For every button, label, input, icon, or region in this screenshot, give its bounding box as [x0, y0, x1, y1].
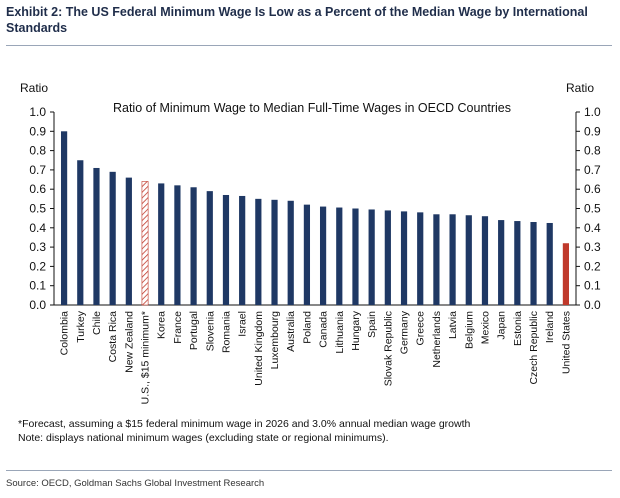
x-tick-label: Canada: [318, 311, 330, 348]
bar-france: [174, 185, 181, 305]
x-tick-label: Costa Rica: [107, 311, 119, 363]
x-tick-label: Belgium: [463, 311, 475, 349]
y-tick-label-right: 0.9: [584, 124, 601, 138]
bar-greece: [417, 212, 424, 305]
bar-latvia: [449, 214, 456, 305]
y-tick-label-left: 0.8: [29, 144, 46, 158]
x-tick-label: Hungary: [350, 310, 362, 350]
x-tick-label: Slovak Republic: [382, 311, 394, 386]
y-tick-label-left: 0.6: [29, 182, 46, 196]
bar-lithuania: [336, 207, 343, 305]
bar-korea: [158, 183, 165, 305]
forecast-note: *Forecast, assuming a $15 federal minimu…: [18, 418, 471, 430]
x-tick-label: United Kingdom: [253, 311, 265, 386]
bar-spain: [368, 209, 375, 305]
x-tick-label: Slovenia: [204, 311, 216, 351]
y-axis-label-left: Ratio: [20, 81, 48, 95]
bar-slovak-republic: [384, 210, 391, 305]
y-tick-label-right: 0.4: [584, 221, 601, 235]
x-tick-label: United States: [560, 311, 572, 374]
x-tick-label: Estonia: [512, 311, 524, 346]
x-tick-label: Korea: [156, 311, 168, 339]
bar-belgium: [465, 215, 472, 305]
y-tick-label-right: 1.0: [584, 105, 601, 119]
x-tick-label: Czech Republic: [528, 311, 540, 385]
bar-canada: [319, 206, 327, 305]
bar-netherlands: [433, 214, 440, 305]
y-tick-label-right: 0.7: [584, 163, 601, 177]
bar-turkey: [77, 160, 84, 305]
x-tick-label: France: [172, 311, 184, 344]
bar-mexico: [481, 216, 489, 305]
x-tick-label: Colombia: [59, 311, 71, 356]
x-tick-label: Greece: [415, 311, 427, 346]
x-tick-label: Turkey: [75, 310, 87, 342]
x-tick-label: Japan: [496, 311, 508, 340]
x-tick-label: Chile: [91, 311, 103, 335]
bar-germany: [400, 211, 408, 305]
footer-rule: [6, 470, 612, 471]
y-tick-label-right: 0.0: [584, 298, 601, 312]
bar-israel: [239, 195, 246, 305]
y-tick-label-left: 0.4: [29, 221, 46, 235]
x-tick-label: Ireland: [544, 311, 556, 343]
x-tick-label: Netherlands: [431, 311, 443, 368]
x-tick-label: Australia: [285, 311, 297, 352]
bar-slovenia: [206, 191, 213, 305]
y-tick-label-right: 0.3: [584, 240, 601, 254]
x-tick-label: New Zealand: [123, 311, 135, 373]
bar-romania: [222, 194, 230, 305]
bar-ireland: [546, 222, 553, 305]
bar-estonia: [514, 221, 521, 305]
bar-portugal: [190, 187, 197, 305]
bar-hungary: [352, 208, 359, 305]
y-tick-label-left: 0.5: [29, 202, 46, 216]
bar-poland: [303, 204, 311, 305]
x-tick-label: Luxembourg: [269, 311, 281, 370]
y-tick-label-left: 0.9: [29, 124, 46, 138]
exhibit-title: Exhibit 2: The US Federal Minimum Wage I…: [6, 5, 588, 35]
x-tick-label: Mexico: [479, 311, 491, 344]
y-axis-label-right: Ratio: [566, 81, 594, 95]
y-tick-label-right: 0.2: [584, 259, 601, 273]
y-tick-label-right: 0.8: [584, 144, 601, 158]
x-tick-label: U.S., $15 minimum*: [140, 311, 152, 404]
x-tick-label: Latvia: [447, 311, 459, 339]
y-tick-label-left: 1.0: [29, 105, 46, 119]
y-tick-label-left: 0.7: [29, 163, 46, 177]
y-tick-label-left: 0.1: [29, 279, 46, 293]
bar-luxembourg: [271, 199, 278, 305]
bar-chart: Ratio Ratio Ratio of Minimum Wage to Med…: [20, 81, 601, 404]
x-tick-label: Israel: [237, 311, 249, 337]
y-tick-label-right: 0.1: [584, 279, 601, 293]
x-tick-label: Spain: [366, 311, 378, 338]
bar-japan: [498, 220, 505, 305]
y-tick-label-left: 0.0: [29, 298, 46, 312]
bar-czech-republic: [530, 222, 537, 305]
bar-new-zealand: [125, 177, 132, 305]
display-note: Note: displays national minimum wages (e…: [18, 432, 389, 444]
source-note: Source: OECD, Goldman Sachs Global Inves…: [6, 478, 265, 489]
chart-title: Ratio of Minimum Wage to Median Full-Tim…: [113, 101, 511, 115]
x-tick-label: Lithuania: [334, 311, 346, 354]
bar-colombia: [60, 131, 68, 305]
bar-united-kingdom: [255, 198, 262, 305]
x-tick-label: Romania: [220, 311, 232, 353]
bar-costa-rica: [109, 171, 116, 305]
bar-u-s-15-minimum: [141, 181, 149, 306]
y-tick-label-left: 0.2: [29, 259, 46, 273]
x-tick-label: Portugal: [188, 311, 200, 350]
x-tick-label: Poland: [301, 311, 313, 344]
y-tick-label-right: 0.5: [584, 202, 601, 216]
x-tick-label: Germany: [399, 310, 411, 354]
bar-australia: [287, 200, 294, 305]
y-tick-label-right: 0.6: [584, 182, 601, 196]
bar-chile: [93, 167, 100, 305]
header-rule: [6, 45, 612, 46]
bar-united-states: [562, 243, 570, 305]
y-tick-label-left: 0.3: [29, 240, 46, 254]
